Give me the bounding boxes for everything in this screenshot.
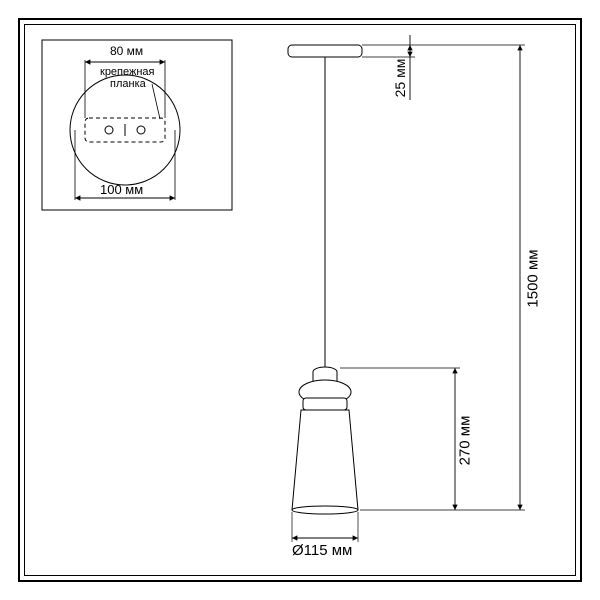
mount-hole-1 (105, 126, 113, 134)
shade (292, 410, 358, 510)
dim25-label: 25 мм (392, 53, 408, 103)
dim1500-label: 1500 мм (525, 244, 542, 314)
grip-collar (303, 398, 347, 410)
diagram-svg (0, 0, 600, 600)
plate-leader (152, 84, 160, 119)
dim80-label: 80 мм (110, 44, 143, 58)
shade-bottom (292, 506, 358, 514)
canopy (288, 45, 362, 57)
mount-hole-2 (137, 126, 145, 134)
dim100-label: 100 мм (100, 182, 143, 197)
dim115-label: Ø115 мм (292, 542, 352, 559)
plate-label-1: крепежная (100, 66, 155, 78)
plate-label-2: планка (110, 78, 146, 90)
dim270-label: 270 мм (457, 406, 474, 476)
